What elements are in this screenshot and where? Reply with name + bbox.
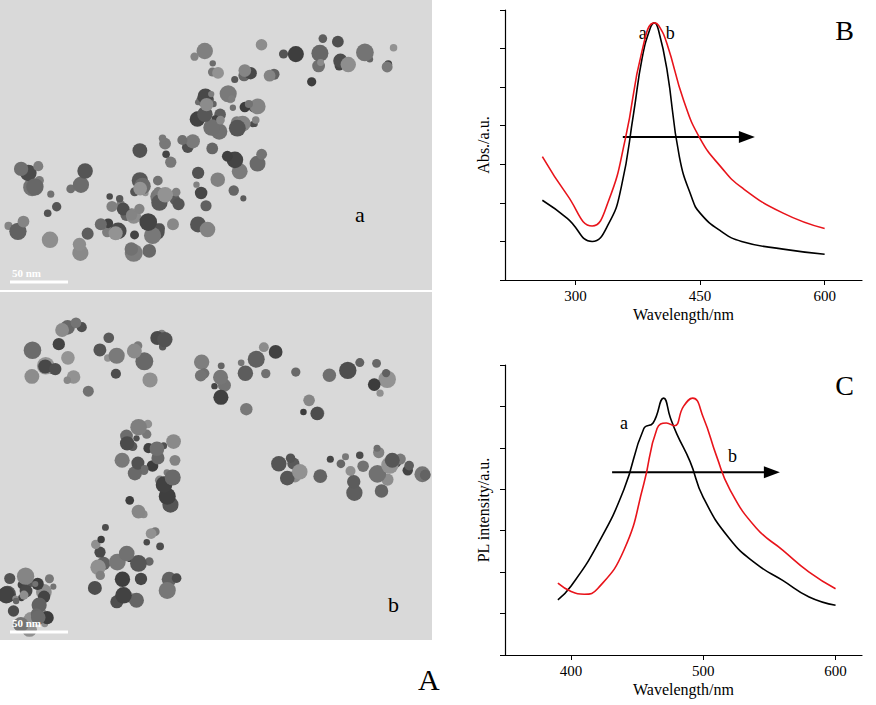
svg-text:600: 600 [813, 288, 836, 304]
svg-text:PL intensity/a.u.: PL intensity/a.u. [475, 458, 493, 563]
svg-text:300: 300 [564, 288, 587, 304]
svg-text:50 nm: 50 nm [12, 267, 41, 279]
svg-text:600: 600 [824, 663, 847, 679]
svg-text:Wavelength/nm: Wavelength/nm [633, 681, 734, 699]
svg-text:400: 400 [560, 663, 583, 679]
svg-text:Wavelength/nm: Wavelength/nm [633, 306, 734, 324]
svg-text:a: a [620, 413, 628, 433]
svg-text:450: 450 [689, 288, 712, 304]
svg-text:b: b [666, 23, 675, 43]
svg-text:b: b [388, 592, 399, 617]
svg-text:500: 500 [692, 663, 715, 679]
svg-text:A: A [418, 663, 440, 696]
svg-text:50 nm: 50 nm [12, 617, 41, 629]
svg-text:a: a [638, 23, 647, 44]
svg-text:b: b [728, 446, 737, 466]
svg-text:a: a [355, 202, 365, 227]
svg-text:Abs./a.u.: Abs./a.u. [475, 116, 492, 173]
svg-text:B: B [835, 15, 854, 46]
svg-text:C: C [835, 370, 854, 401]
